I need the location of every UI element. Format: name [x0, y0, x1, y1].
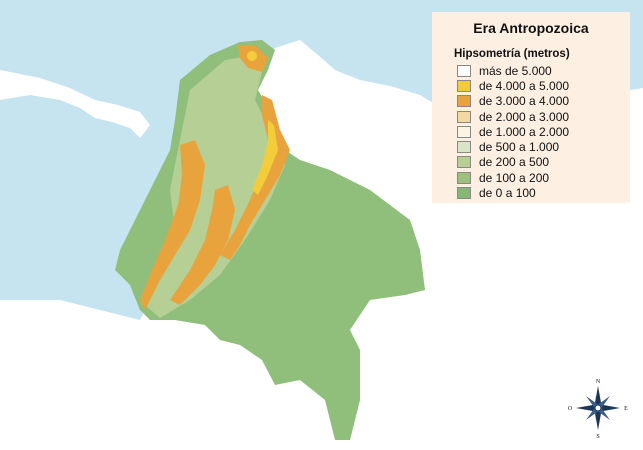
- cordillera-occidental: [140, 140, 205, 310]
- legend-row: de 1.000 a 2.000: [457, 124, 620, 139]
- legend-label: de 100 a 200: [479, 170, 550, 185]
- legend-label: de 4.000 a 5.000: [479, 78, 570, 93]
- compass-o: O: [568, 406, 573, 412]
- legend-label: de 3.000 a 4.000: [479, 94, 570, 109]
- colombia-uplands: [145, 55, 285, 318]
- legend-swatch: [457, 156, 471, 169]
- compass-rose-icon: N S E O: [568, 379, 628, 440]
- legend-swatch: [457, 171, 471, 184]
- legend-swatch: [457, 125, 471, 138]
- legend-row: de 0 a 100: [457, 185, 620, 200]
- legend-swatch: [457, 79, 471, 92]
- legend-row: de 4.000 a 5.000: [457, 78, 620, 93]
- cordillera-central: [170, 185, 235, 305]
- central-america-land: [0, 70, 150, 138]
- legend-swatch: [457, 95, 471, 108]
- legend-label: de 2.000 a 3.000: [479, 109, 570, 124]
- compass-e: E: [624, 406, 628, 412]
- legend-swatch: [457, 64, 471, 77]
- legend-row: de 200 a 500: [457, 155, 620, 170]
- compass-center: [594, 404, 602, 412]
- compass-n: N: [596, 379, 601, 385]
- legend-label: más de 5.000: [479, 63, 552, 78]
- legend-row: de 3.000 a 4.000: [457, 94, 620, 109]
- legend-label: de 1.000 a 2.000: [479, 124, 570, 139]
- legend-row: de 500 a 1.000: [457, 139, 620, 154]
- legend-row: de 100 a 200: [457, 170, 620, 185]
- legend-subtitle: Hipsometría (metros): [454, 48, 570, 60]
- legend-title: Era Antropozoica: [473, 20, 589, 36]
- legend-swatch: [457, 141, 471, 154]
- legend-row: de 2.000 a 3.000: [457, 109, 620, 124]
- legend-row: más de 5.000: [457, 63, 620, 78]
- high-peaks-oriental: [252, 120, 278, 195]
- legend-label: de 200 a 500: [479, 155, 550, 170]
- legend-label: de 500 a 1.000: [479, 140, 560, 155]
- legend-swatch: [457, 110, 471, 123]
- map-legend: Era Antropozoica Hipsometría (metros) má…: [432, 12, 630, 203]
- sierra-nevada-peak: [247, 51, 257, 61]
- compass-s: S: [596, 434, 599, 440]
- legend-swatch: [457, 187, 471, 200]
- legend-label: de 0 a 100: [479, 186, 536, 201]
- legend-items: más de 5.000 de 4.000 a 5.000 de 3.000 a 4…: [442, 63, 620, 201]
